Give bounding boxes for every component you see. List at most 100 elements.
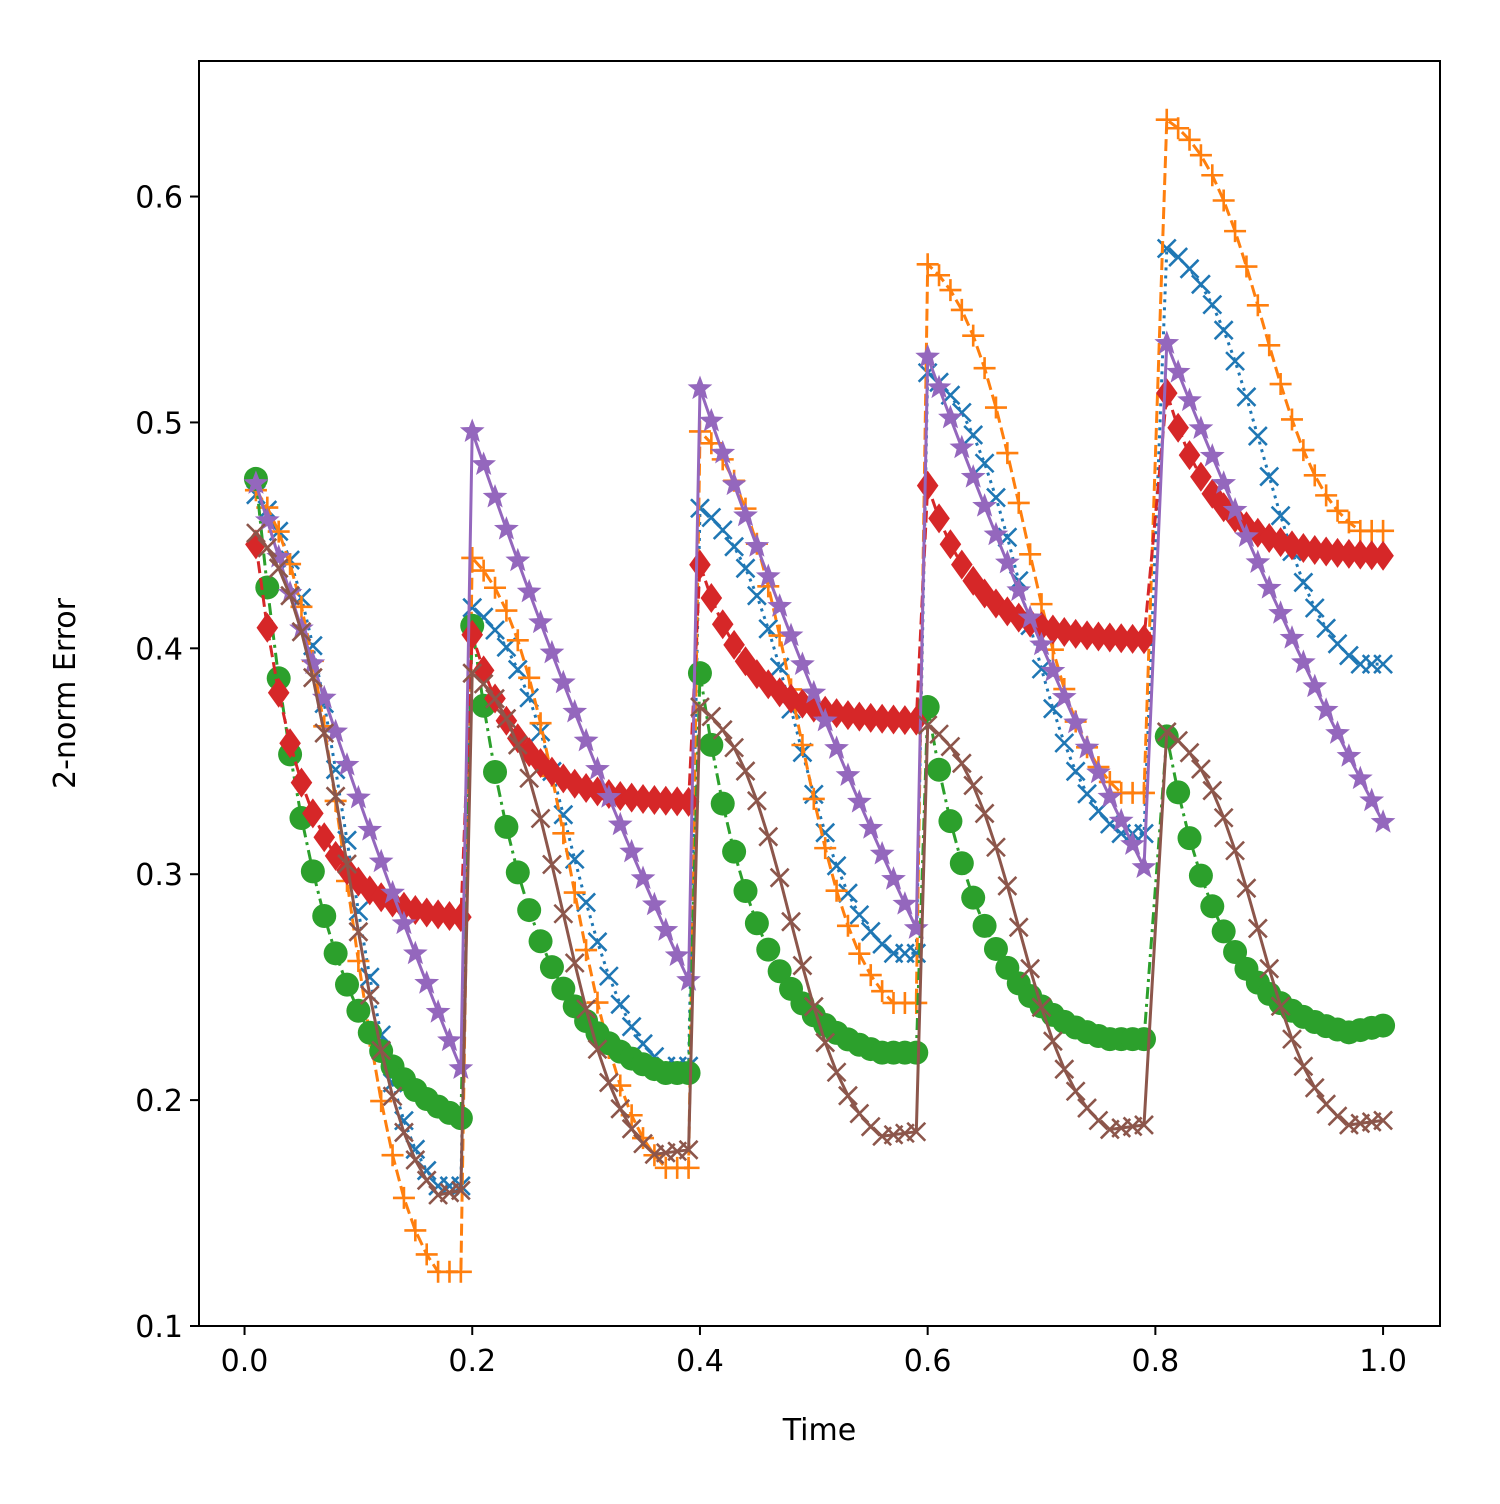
green-circle-series-point	[494, 814, 519, 839]
blue-x-series-point	[587, 932, 608, 952]
purple-star-series-point	[368, 848, 394, 873]
red-diamond-series-point	[871, 703, 893, 734]
purple-star-series-point	[1234, 523, 1259, 547]
y-tick-label: 0.1	[135, 1310, 183, 1345]
orange-plus-series-point	[825, 879, 848, 902]
purple-star-series-point	[824, 735, 849, 759]
purple-star-series-point	[254, 507, 280, 531]
purple-star-series-point	[1359, 787, 1385, 812]
blue-x-series-point	[826, 855, 847, 876]
brown-x-series-point	[542, 854, 562, 875]
green-circle-series-point	[687, 661, 712, 686]
brown-x-series-point	[826, 1062, 847, 1083]
brown-x-series-point	[302, 667, 323, 688]
red-diamond-series-point	[541, 756, 563, 787]
red-diamond-series-point	[894, 705, 916, 736]
purple-star-series-point	[960, 464, 986, 488]
purple-star-series-point	[346, 784, 371, 809]
purple-star-series-point	[1177, 387, 1202, 412]
red-diamond-series-point	[951, 549, 973, 580]
blue-x-series-point	[746, 585, 767, 606]
red-diamond-series-point	[1178, 440, 1201, 471]
purple-star-series-point	[642, 891, 667, 916]
purple-star-series-point	[1108, 807, 1134, 832]
orange-plus-series-point	[1258, 334, 1281, 357]
brown-x-series-point	[735, 761, 756, 781]
brown-x-series-point	[1054, 1059, 1075, 1080]
blue-x-series-point	[576, 892, 597, 913]
blue-x-series-point	[1304, 598, 1325, 618]
purple-star-series-point	[630, 865, 656, 889]
blue-x-series-point	[974, 453, 995, 474]
green-circle-series-point	[528, 929, 553, 954]
purple-star-series-point	[676, 967, 701, 991]
brown-x-series-point	[1156, 721, 1177, 742]
orange-plus-series-point	[973, 357, 996, 380]
brown-x-series-point	[712, 719, 733, 740]
purple-star-series-point	[300, 650, 326, 675]
purple-star-series-point	[869, 841, 895, 865]
green-circle-series-point	[1200, 894, 1225, 919]
purple-star-series-point	[243, 470, 269, 494]
red-diamond-series-point	[677, 786, 700, 817]
orange-plus-series-point	[1007, 491, 1030, 514]
purple-star-series-point	[801, 679, 827, 704]
purple-star-series-point	[596, 784, 622, 808]
orange-plus-series-point	[552, 822, 575, 845]
red-diamond-series-point	[666, 786, 688, 817]
purple-star-series-point	[516, 578, 542, 603]
orange-plus-series-point	[962, 324, 985, 347]
blue-x-series-point	[1179, 258, 1200, 279]
brown-x-series-point	[1020, 958, 1041, 979]
blue-x-series-point	[1259, 466, 1280, 487]
purple-star-series-point	[380, 880, 405, 904]
brown-x-series-point	[280, 585, 301, 606]
orange-plus-series-point	[939, 279, 962, 302]
brown-x-series-point	[553, 903, 574, 924]
green-circle-series-point	[983, 936, 1008, 961]
brown-x-series-point	[1259, 958, 1280, 979]
purple-star-series-point	[1063, 709, 1088, 734]
orange-plus-series-point	[859, 964, 882, 987]
y-axis-ticks: 0.1 0.2 0.3 0.4 0.5 0.6	[135, 181, 199, 1345]
orange-plus-series-point	[461, 546, 484, 569]
red-diamond-series-point	[370, 882, 392, 913]
purple-star-series-point	[995, 549, 1020, 574]
x-axis-label: Time	[782, 1413, 856, 1448]
red-diamond-series-point	[279, 728, 301, 759]
y-tick-label: 0.4	[135, 632, 183, 667]
brown-x-series-point	[1270, 996, 1291, 1017]
purple-star-series-point	[1120, 831, 1145, 855]
purple-star-series-point	[403, 940, 428, 965]
blue-x-series-point	[724, 536, 745, 557]
brown-x-series-point	[450, 1180, 471, 1201]
red-diamond-series-point	[290, 767, 313, 798]
brown-x-series-point	[1190, 759, 1211, 779]
brown-x-series-point	[359, 985, 380, 1005]
orange-plus-series-point	[1189, 144, 1212, 167]
brown-x-series	[246, 523, 1393, 1205]
green-circle-series-line	[254, 478, 1384, 1120]
y-tick-label: 0.5	[135, 406, 183, 441]
brown-x-series-point	[1031, 997, 1052, 1018]
green-circle-series-point	[904, 1040, 929, 1065]
green-circle-series-point	[300, 859, 325, 884]
orange-plus-series-point	[449, 1260, 472, 1283]
orange-plus-series-point	[415, 1243, 438, 1266]
orange-plus-series-point	[1303, 464, 1326, 487]
purple-star-series-point	[1074, 734, 1100, 759]
brown-x-series-point	[724, 737, 745, 758]
purple-star-series-point	[334, 752, 360, 776]
purple-star-series-point	[1017, 604, 1043, 629]
brown-x-series-point	[1236, 878, 1257, 899]
brown-x-series-point	[576, 999, 597, 1019]
brown-x-series-point	[371, 1040, 392, 1061]
red-diamond-series-point	[916, 470, 939, 501]
blue-x-series-point	[462, 597, 483, 618]
orange-plus-series-point	[996, 442, 1019, 465]
purple-star-series-point	[699, 408, 724, 432]
orange-plus-series-point	[529, 712, 552, 735]
y-tick-label: 0.3	[135, 858, 183, 893]
purple-star-series-point	[585, 756, 610, 780]
